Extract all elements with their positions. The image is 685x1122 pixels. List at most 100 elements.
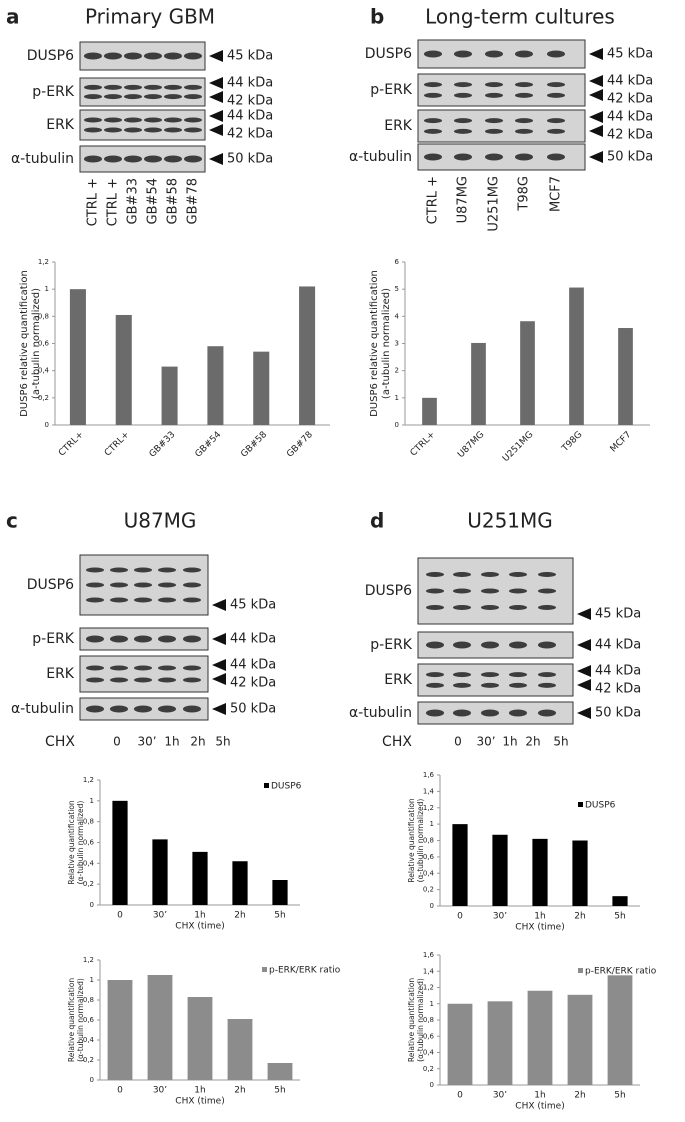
protein-label: α-tubulin [11,701,74,717]
legend-label: p-ERK/ERK ratio [269,966,341,976]
marker-label: 50 kDa [230,702,276,717]
band [481,605,499,610]
x-tick-label: 1h [534,912,545,922]
band [164,127,182,133]
bar [69,289,86,425]
band [158,635,176,643]
band [134,635,152,643]
x-tick-label: GB#33 [148,430,178,460]
x-tick-label: CTRL+ [57,430,86,459]
y-tick-label: 0 [90,1076,94,1084]
band [426,682,444,688]
lane-label: 5h [553,735,568,749]
lane-label: 30’ [476,735,495,749]
band [184,84,202,90]
band [481,588,499,594]
marker-label: 44 kDa [607,110,653,125]
band [110,635,128,643]
band [509,709,527,717]
x-axis-label: CHX (time) [515,923,564,933]
y-tick-label: 3 [395,340,399,348]
y-axis-label-line: (α-tubulin normalized) [416,799,425,883]
legend-swatch [262,967,267,972]
y-tick-label: 0,2 [83,880,94,888]
band [158,597,176,603]
legend-swatch [264,783,269,788]
band [124,117,142,123]
band [134,597,152,603]
bar [618,328,633,425]
band [485,92,503,98]
y-axis-label-line: (α-tubulin normalized) [416,978,425,1062]
blot [417,73,586,107]
band [164,52,182,60]
band [144,127,162,133]
panel-title: Long-term cultures [425,5,615,29]
lane-label: 30’ [137,735,156,749]
y-tick-label: 1 [430,1000,434,1008]
band [110,705,128,713]
protein-label: p-ERK [370,637,413,653]
band [424,82,442,88]
band [515,153,533,161]
band [158,677,176,683]
band [124,94,142,100]
lane-label: MCF7 [549,176,564,212]
marker-label: 44 kDa [227,76,273,91]
y-tick-label: 0,6 [423,1032,435,1040]
band [86,665,104,671]
band [481,641,499,649]
y-tick-label: 0,8 [83,818,94,826]
marker-arrow [212,633,226,645]
band [509,641,527,649]
band [509,672,527,678]
band [124,84,142,90]
marker-label: 42 kDa [227,94,273,109]
x-tick-label: 0 [117,1086,123,1096]
bar [207,346,224,425]
band [184,117,202,123]
marker-arrow [589,89,603,101]
y-tick-label: 0,6 [423,853,435,861]
band [538,588,556,594]
y-tick-label: 0,4 [423,1049,435,1057]
y-tick-label: 1,6 [423,771,435,779]
y-tick-label: 1 [90,797,94,805]
y-axis-label: DUSP6 relative quantification(a-tubulin … [19,270,42,417]
marker-arrow [577,707,591,719]
band [547,128,565,134]
band [104,84,122,90]
y-tick-label: 1,2 [423,984,434,992]
legend-label: p-ERK/ERK ratio [585,967,657,977]
bar [607,975,633,1085]
band [547,153,565,161]
band [124,155,142,163]
band [426,641,444,649]
x-axis-label: CHX (time) [175,1097,224,1107]
band [183,635,201,643]
marker-label: 50 kDa [595,706,641,721]
y-tick-label: 1,2 [423,804,434,812]
band [538,682,556,688]
bar [253,351,270,425]
band [538,605,556,610]
lane-label: U87MG [456,176,471,223]
x-tick-label: GB#78 [285,430,315,460]
y-tick-label: 6 [395,258,400,266]
band [481,682,499,688]
protein-label: p-ERK [32,84,75,100]
x-tick-label: U87MG [456,430,486,460]
marker-arrow [209,153,223,165]
bar [107,980,133,1080]
blot [79,655,209,693]
bar [267,1063,293,1080]
lane-label: 1h [164,735,179,749]
bar [569,287,584,425]
band [454,92,472,98]
band [183,665,201,671]
band [110,665,128,671]
marker-arrow [589,111,603,123]
band [454,82,472,88]
y-tick-label: 0 [430,1081,434,1089]
